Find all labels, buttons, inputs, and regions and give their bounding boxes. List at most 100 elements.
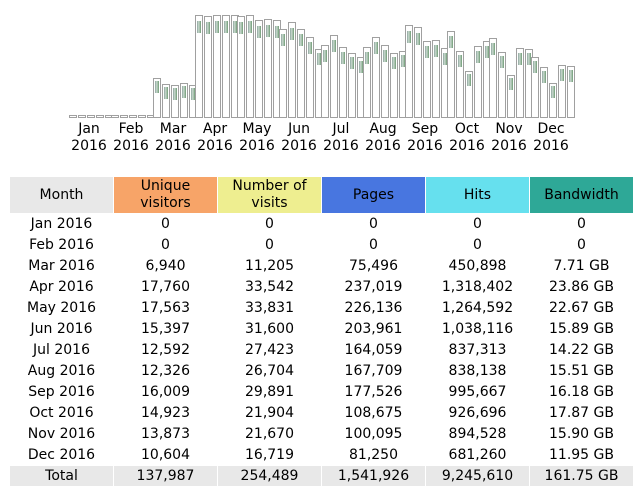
cell-hits: 837,313 xyxy=(448,342,507,358)
cell-bandwidth: 11.95 GB xyxy=(549,447,614,463)
cell-pages: 177,526 xyxy=(344,384,403,400)
cell-hits: 450,898 xyxy=(448,258,507,274)
table-row: Jan 2016 0 0 0 0 0 xyxy=(10,214,633,234)
cell-pages: 226,136 xyxy=(344,300,403,316)
month-label: Feb 2016 xyxy=(109,121,153,155)
cell-pages: 164,059 xyxy=(344,342,403,358)
cell-hits: 1,318,402 xyxy=(441,279,514,295)
table-row: Sep 2016 16,009 29,891 177,526 995,667 16.18 … xyxy=(10,382,633,402)
bar-number-of-visits-nov xyxy=(498,52,506,118)
cell-hits: 894,528 xyxy=(448,426,507,442)
bar-hits-jun xyxy=(306,37,314,118)
cell-month: Sep 2016 xyxy=(28,384,95,400)
cell-visits: 31,600 xyxy=(245,321,294,337)
month-label: Nov 2016 xyxy=(487,121,531,155)
header-bandwidth: Bandwidth xyxy=(530,177,633,213)
bar-unique-visitors-apr xyxy=(195,15,203,118)
bar-number-of-visits-mar xyxy=(162,84,170,118)
bar-number-of-visits-apr xyxy=(204,16,212,118)
header-number-of-visits: Number of visits xyxy=(218,177,321,213)
cell-bandwidth: 16.18 GB xyxy=(549,384,614,400)
month-label-year: 2016 xyxy=(323,138,359,154)
table-row: Jul 2016 12,592 27,423 164,059 837,313 14.22 … xyxy=(10,340,633,360)
bar-pages-jul xyxy=(339,47,347,118)
table-body: Jan 2016 0 0 0 0 0 Feb 2016 0 0 0 0 0 Mar 2016 6,940 1… xyxy=(10,214,633,486)
bar-number-of-visits-dec xyxy=(540,67,548,118)
cell-visits: 29,891 xyxy=(245,384,294,400)
cell-unique: 16,009 xyxy=(141,384,190,400)
table-header-row: Month Unique visitors Number of visits P… xyxy=(10,177,633,213)
cell-month: Oct 2016 xyxy=(29,405,94,421)
cell-bandwidth: 23.86 GB xyxy=(549,279,614,295)
cell-bandwidth: 7.71 GB xyxy=(553,258,610,274)
month-label: Jun 2016 xyxy=(277,121,321,155)
header-unique-visitors: Unique visitors xyxy=(114,177,217,213)
cell-visits: 33,542 xyxy=(245,279,294,295)
cell-unique: 17,760 xyxy=(141,279,190,295)
table-row: Aug 2016 12,326 26,704 167,709 838,138 15.51 … xyxy=(10,361,633,381)
cell-unique: 14,923 xyxy=(141,405,190,421)
bar-pages-sep xyxy=(423,41,431,118)
bar-hits-aug xyxy=(390,53,398,118)
cell-month: Aug 2016 xyxy=(27,363,96,379)
cell-visits: 27,423 xyxy=(245,342,294,358)
month-label-year: 2016 xyxy=(113,138,149,154)
month-label: Mar 2016 xyxy=(151,121,195,155)
cell-month: Jan 2016 xyxy=(30,216,93,232)
cell-visits: 26,704 xyxy=(245,363,294,379)
table-row: Oct 2016 14,923 21,904 108,675 926,696 17.87 … xyxy=(10,403,633,423)
table-row: Dec 2016 10,604 16,719 81,250 681,260 11.95 G… xyxy=(10,445,633,465)
bar-pages-mar xyxy=(171,85,179,118)
month-label-year: 2016 xyxy=(281,138,317,154)
cell-bandwidth: 15.51 GB xyxy=(549,363,614,379)
cell-pages: 0 xyxy=(369,237,378,253)
cell-month: Dec 2016 xyxy=(27,447,96,463)
cell-visits: 33,831 xyxy=(245,300,294,316)
bar-number-of-visits-feb xyxy=(120,115,128,118)
bar-unique-visitors-oct xyxy=(447,31,455,118)
month-label: May 2016 xyxy=(235,121,279,155)
month-label-name: Jun xyxy=(288,121,310,137)
cell-month: May 2016 xyxy=(26,300,97,316)
cell-hits: 9,245,610 xyxy=(426,466,529,486)
month-label-name: Aug xyxy=(369,121,397,137)
month-label: Oct 2016 xyxy=(445,121,489,155)
month-label-name: Oct xyxy=(454,121,480,137)
total-row: Total 137,987 254,489 1,541,926 9,245,610 161… xyxy=(10,466,633,486)
month-label: Jan 2016 xyxy=(67,121,111,155)
table-row: May 2016 17,563 33,831 226,136 1,264,592 22.6… xyxy=(10,298,633,318)
bar-pages-dec xyxy=(549,83,557,118)
cell-visits: 0 xyxy=(265,216,274,232)
bar-number-of-visits-jun xyxy=(288,22,296,118)
table-row: Nov 2016 13,873 21,670 100,095 894,528 15.90 … xyxy=(10,424,633,444)
header-month: Month xyxy=(10,177,113,213)
cell-unique: 10,604 xyxy=(141,447,190,463)
bar-pages-nov xyxy=(507,75,515,118)
cell-hits: 1,038,116 xyxy=(441,321,514,337)
table-row: Mar 2016 6,940 11,205 75,496 450,898 7.71 GB xyxy=(10,256,633,276)
cell-pages: 237,019 xyxy=(344,279,403,295)
cell-hits: 0 xyxy=(473,216,482,232)
cell-pages: 203,961 xyxy=(344,321,403,337)
cell-bandwidth: 14.22 GB xyxy=(549,342,614,358)
cell-month: Apr 2016 xyxy=(29,279,94,295)
bar-unique-visitors-nov xyxy=(489,38,497,118)
bar-pages-feb xyxy=(129,115,137,118)
bar-bandwidth-dec xyxy=(567,66,575,118)
month-label-name: Jul xyxy=(332,121,350,137)
cell-month: Nov 2016 xyxy=(27,426,96,442)
cell-month: Mar 2016 xyxy=(28,258,95,274)
month-label-name: Feb xyxy=(118,121,144,137)
cell-visits: 21,670 xyxy=(245,426,294,442)
bar-hits-sep xyxy=(432,40,440,118)
table-row: Apr 2016 17,760 33,542 237,019 1,318,402 23.8… xyxy=(10,277,633,297)
cell-hits: 838,138 xyxy=(448,363,507,379)
header-hits: Hits xyxy=(426,177,529,213)
bar-unique-visitors-jun xyxy=(279,29,287,118)
table-row: Jun 2016 15,397 31,600 203,961 1,038,116 15.8… xyxy=(10,319,633,339)
month-label: Apr 2016 xyxy=(193,121,237,155)
cell-pages: 167,709 xyxy=(344,363,403,379)
month-label-year: 2016 xyxy=(239,138,275,154)
bar-number-of-visits-oct xyxy=(456,51,464,118)
month-label-name: Sep xyxy=(411,121,439,137)
